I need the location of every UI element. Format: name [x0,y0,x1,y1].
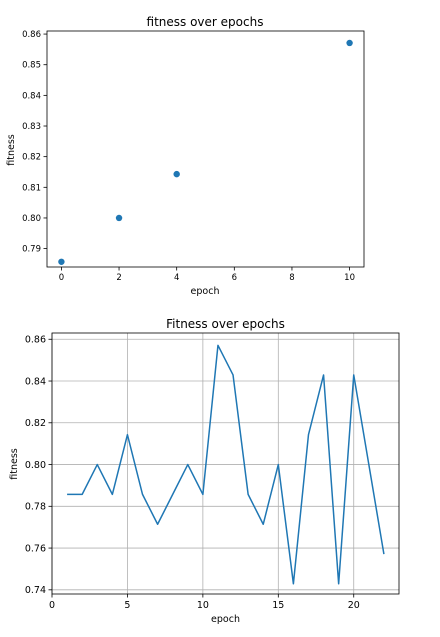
chart-1-y-tick-label: 0.85 [22,61,41,71]
chart-2-title: Fitness over epochs [166,317,285,331]
chart-2-y-tick-label: 0.86 [25,335,46,346]
chart-2-y-tick-label: 0.78 [25,502,46,513]
chart-1-y-tick-label: 0.81 [22,183,41,193]
chart-2-x-tick-label: 5 [124,600,130,611]
chart-1-x-tick-label: 6 [232,273,237,283]
chart-2-axes-frame [51,332,400,595]
chart-2-ylabel: fitness [9,448,20,480]
chart-1-point [346,39,353,47]
chart-2-y-tick-label: 0.80 [25,460,46,471]
chart-1-point [173,170,180,178]
chart-1-y-tick-label: 0.84 [22,91,41,101]
chart-2-y-tick-label: 0.82 [25,418,46,429]
chart-2: Fitness over epochs epoch fitness 0 5 10 15… [9,317,400,625]
chart-1-point [58,258,65,265]
chart-2-x-tick-label: 0 [49,600,55,611]
chart-1: fitness over epochs epoch fitness 0 2 4 6 8 1… [6,15,365,297]
chart-2-x-tick-label: 20 [348,600,360,611]
chart-1-x-tick-label: 8 [289,273,294,283]
chart-2-xlabel: epoch [211,614,240,625]
chart-2-y-tick-label: 0.84 [25,376,46,387]
chart-2-y-tick-label: 0.74 [25,585,46,596]
chart-2-x-tick-label: 15 [272,600,284,611]
chart-1-axes-frame [46,30,365,268]
chart-2-y-tick-label: 0.76 [25,543,46,554]
chart-1-xlabel: epoch [191,286,220,297]
chart-1-ylabel: fitness [6,134,17,166]
chart-1-y-tick-label: 0.80 [22,214,41,224]
chart-2-series-line [67,344,385,585]
chart-1-y-tick-label: 0.83 [22,122,41,132]
chart-1-title: fitness over epochs [147,15,264,29]
chart-1-x-tick-label: 0 [59,273,64,283]
chart-1-y-tick-label: 0.86 [22,30,41,40]
chart-2-x-tick-label: 10 [197,600,209,611]
chart-1-x-tick-label: 2 [116,273,121,283]
chart-1-x-tick-label: 10 [344,273,355,283]
chart-1-point [115,214,123,222]
chart-1-y-tick-label: 0.82 [22,153,41,163]
chart-1-y-tick-label: 0.79 [22,245,41,255]
chart-1-x-tick-label: 4 [174,273,179,283]
